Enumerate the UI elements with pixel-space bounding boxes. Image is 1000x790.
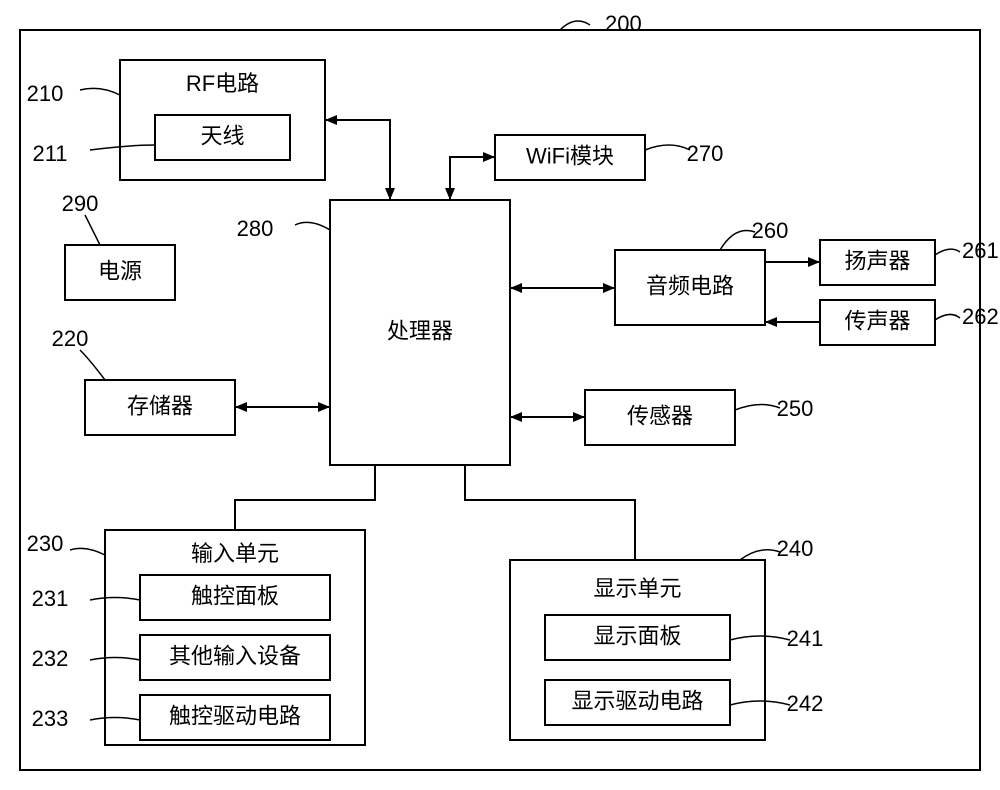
block-label-wifi: WiFi模块: [526, 143, 614, 168]
reference-240: 240: [777, 536, 814, 561]
reference-290: 290: [62, 191, 99, 216]
reference-210: 210: [27, 81, 64, 106]
reference-230: 230: [27, 531, 64, 556]
block-label-touch: 触控面板: [191, 583, 279, 608]
block-label-antenna: 天线: [200, 123, 244, 148]
reference-200: 200: [605, 11, 642, 36]
reference-270: 270: [687, 141, 724, 166]
reference-242: 242: [787, 691, 824, 716]
diagram-svg: 200 RF电路天线 WiFi模块电源处理器 音频电路 扬声器传声器存储器 传感器输入单元…: [0, 0, 1000, 790]
block-label-speaker: 扬声器: [844, 248, 910, 273]
block-label-power: 电源: [98, 258, 142, 283]
block-label-display: 显示单元: [593, 576, 681, 601]
block-label-otherin: 其他输入设备: [169, 643, 301, 668]
block-label-rf: RF电路: [186, 71, 259, 96]
block-label-input: 输入单元: [191, 541, 279, 566]
reference-211: 211: [32, 141, 67, 166]
leader-200: [560, 21, 590, 30]
block-label-mic: 传声器: [844, 308, 910, 333]
reference-280: 280: [237, 216, 274, 241]
block-label-processor: 处理器: [387, 318, 453, 343]
reference-231: 231: [32, 586, 69, 611]
reference-220: 220: [52, 326, 89, 351]
block-label-memory: 存储器: [127, 393, 193, 418]
reference-260: 260: [752, 218, 789, 243]
block-label-dispdrv: 显示驱动电路: [571, 688, 703, 713]
reference-261: 261: [962, 238, 999, 263]
reference-233: 233: [32, 706, 69, 731]
block-label-sensor: 传感器: [627, 403, 693, 428]
block-label-audio: 音频电路: [646, 273, 734, 298]
reference-232: 232: [32, 646, 69, 671]
reference-241: 241: [787, 626, 824, 651]
reference-262: 262: [962, 304, 999, 329]
block-label-disppanel: 显示面板: [593, 623, 681, 648]
block-label-touchdrv: 触控驱动电路: [169, 703, 301, 728]
reference-250: 250: [777, 396, 814, 421]
